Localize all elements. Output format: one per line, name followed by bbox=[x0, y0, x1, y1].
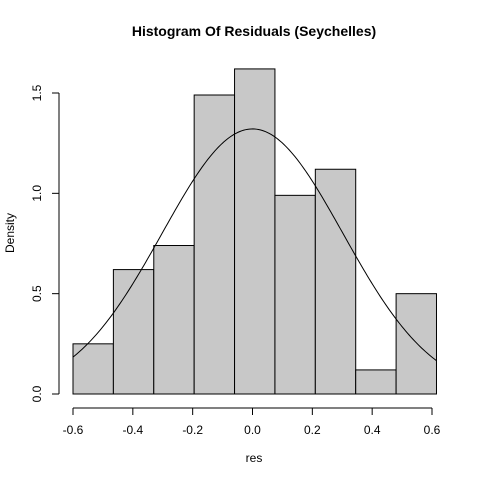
x-tick-label: -0.6 bbox=[63, 423, 84, 437]
x-tick-label: 0.2 bbox=[304, 423, 321, 437]
y-axis: 0.0 0.5 1.0 1.5 bbox=[30, 84, 60, 402]
x-tick-label: 0.0 bbox=[244, 423, 261, 437]
y-tick-label: 1.0 bbox=[30, 185, 44, 202]
y-tick-label: 1.5 bbox=[30, 84, 44, 101]
x-tick-label: 0.4 bbox=[364, 423, 381, 437]
histogram-bar bbox=[153, 245, 195, 395]
y-tick-label: 0.0 bbox=[30, 385, 44, 402]
histogram-bar bbox=[234, 68, 276, 395]
x-tick-label: -0.4 bbox=[122, 423, 143, 437]
histogram-bar bbox=[274, 194, 316, 395]
histogram-bar bbox=[72, 343, 114, 395]
y-tick-label: 0.5 bbox=[30, 285, 44, 302]
y-axis-label: Density bbox=[3, 213, 17, 253]
normal-density-curve bbox=[72, 128, 437, 362]
chart-title: Histogram Of Residuals (Seychelles) bbox=[132, 23, 376, 39]
bars-group bbox=[72, 68, 437, 395]
x-tick-label: -0.2 bbox=[182, 423, 203, 437]
histogram-bar bbox=[112, 269, 155, 395]
histogram-bar bbox=[355, 369, 397, 395]
histogram-bar bbox=[314, 168, 357, 395]
x-tick-label: 0.6 bbox=[424, 423, 441, 437]
histogram-bar bbox=[395, 293, 437, 395]
x-axis-label: res bbox=[246, 451, 263, 465]
x-axis: -0.6 -0.4 -0.2 0.0 0.2 0.4 0.6 bbox=[63, 407, 441, 437]
histogram-bar bbox=[193, 94, 236, 395]
